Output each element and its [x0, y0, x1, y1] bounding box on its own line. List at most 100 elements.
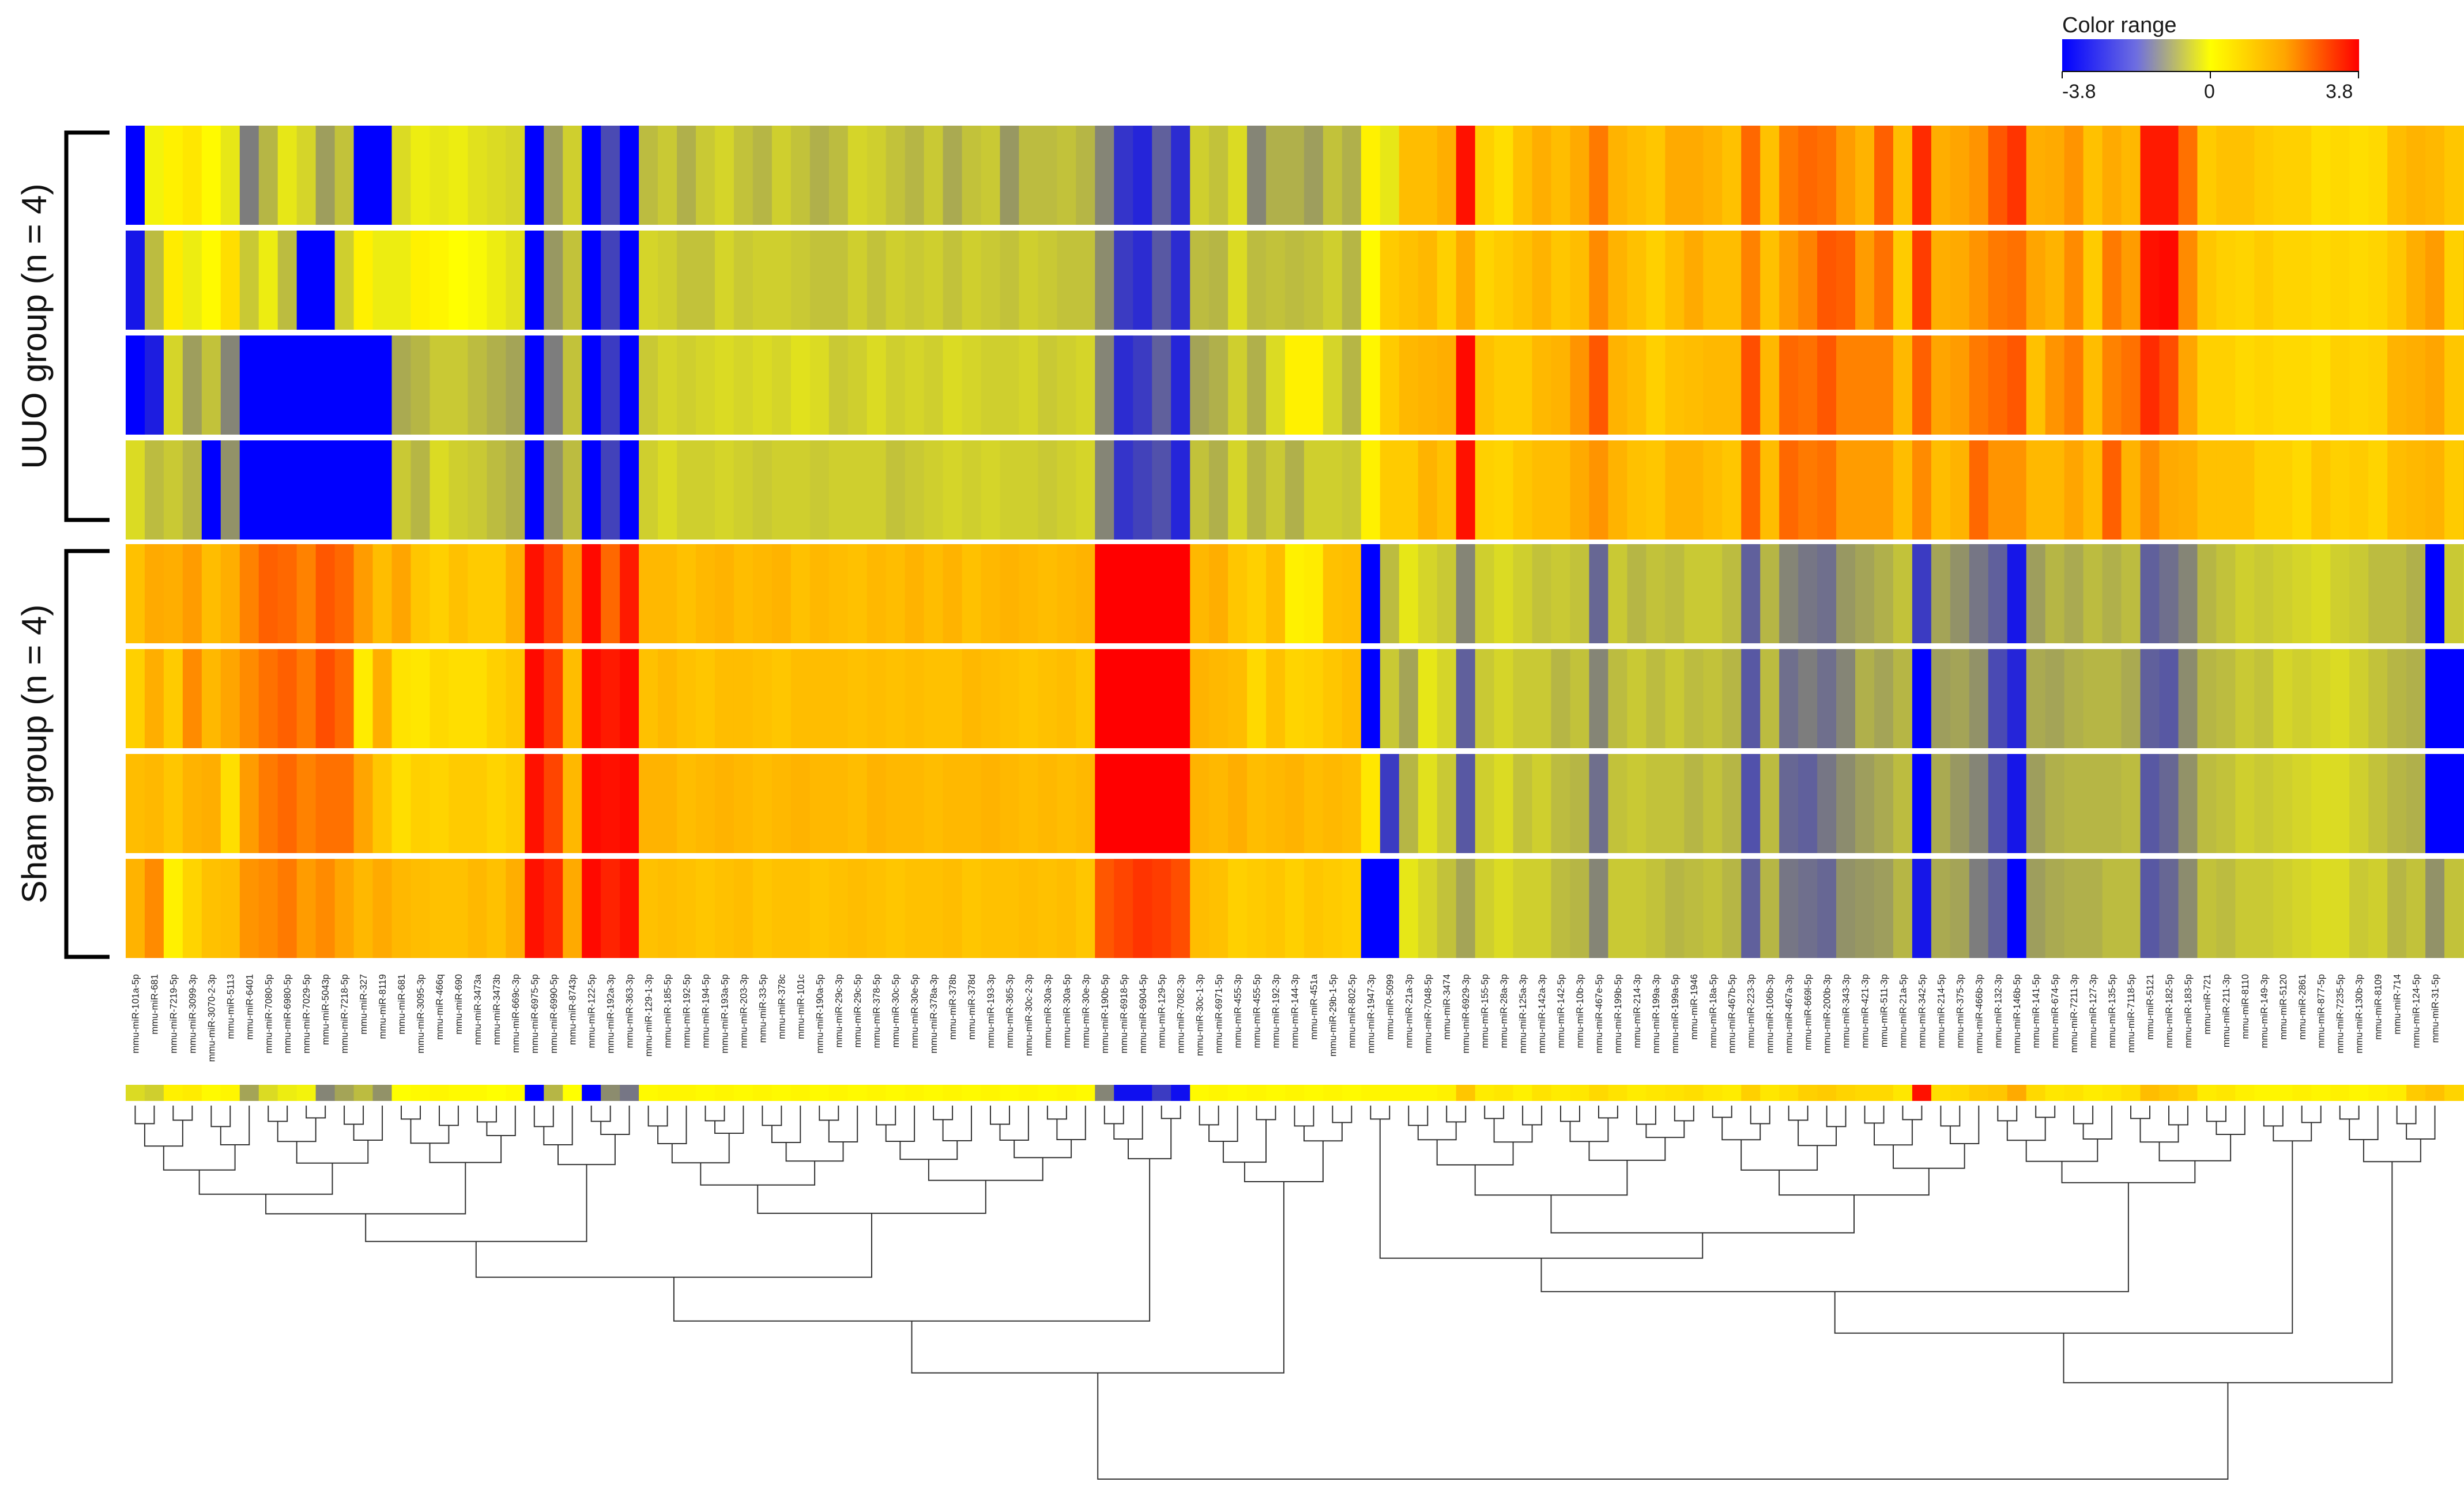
column-label: mmu-miR-125a-3p	[1518, 974, 1528, 1054]
column-label: mmu-miR-327	[359, 974, 369, 1035]
heatmap-cell	[866, 859, 887, 958]
heatmap-cell	[2159, 126, 2179, 225]
heatmap-cell	[2007, 126, 2027, 225]
column-label: mmu-miR-8109	[2373, 974, 2384, 1040]
heatmap-cell	[1570, 126, 1590, 225]
heatmap-cell	[2330, 544, 2350, 643]
annotation-cell	[1532, 1085, 1552, 1101]
heatmap-cell	[1303, 754, 1324, 853]
annotation-cell	[2425, 1085, 2445, 1101]
annotation-cell	[658, 1085, 677, 1101]
heatmap-cell	[1303, 649, 1324, 748]
dendrogram-link	[2073, 1106, 2094, 1125]
dendrogram-link	[172, 1106, 193, 1121]
heatmap-cell	[924, 544, 944, 643]
heatmap-cell	[239, 231, 259, 330]
heatmap-cell	[1456, 754, 1476, 853]
heatmap-cell	[696, 649, 715, 748]
heatmap-cell	[1038, 649, 1057, 748]
heatmap-cell	[1760, 649, 1780, 748]
heatmap-cell	[1836, 859, 1856, 958]
heatmap-cell	[1551, 859, 1571, 958]
heatmap-cell	[943, 544, 963, 643]
dendrogram-link	[1540, 1182, 2129, 1292]
heatmap-cell	[1760, 335, 1780, 435]
heatmap-cell	[2007, 231, 2027, 330]
heatmap-cell	[696, 859, 715, 958]
heatmap-cell	[2444, 649, 2464, 748]
heatmap-cell	[201, 440, 221, 540]
heatmap-cell	[639, 649, 658, 748]
dendrogram-link	[2406, 1106, 2436, 1140]
dendrogram-link	[1484, 1106, 1505, 1119]
heatmap-cell	[2444, 231, 2464, 330]
heatmap-cell	[2235, 440, 2255, 540]
heatmap-cell	[1171, 754, 1190, 853]
dendrogram-link	[700, 1161, 816, 1186]
heatmap-cell	[2064, 440, 2084, 540]
annotation-cell	[2273, 1085, 2293, 1101]
heatmap-cell	[828, 859, 849, 958]
heatmap-cell	[828, 440, 849, 540]
annotation-cell	[847, 1085, 868, 1101]
heatmap-cell	[1893, 335, 1913, 435]
column-label: mmu-miR-2861	[2297, 974, 2308, 1040]
heatmap-cell	[1133, 231, 1152, 330]
heatmap-cell	[449, 544, 469, 643]
heatmap-cell	[2406, 231, 2426, 330]
column-label: mmu-miR-122-5p	[587, 974, 597, 1048]
heatmap-cell	[1513, 649, 1533, 748]
heatmap-cell	[487, 859, 506, 958]
heatmap-cell	[429, 126, 450, 225]
heatmap-cell	[2216, 859, 2236, 958]
heatmap-cell	[1874, 335, 1894, 435]
heatmap-cell	[1988, 126, 2008, 225]
heatmap-cell	[1722, 126, 1742, 225]
heatmap-cell	[620, 126, 639, 225]
heatmap-cell	[886, 649, 906, 748]
column-label: mmu-miR-378d	[967, 974, 977, 1040]
heatmap-cell	[1817, 544, 1837, 643]
dendrogram-link	[1636, 1106, 1656, 1125]
column-label: mmu-miR-467a-3p	[1784, 974, 1795, 1054]
dendrogram-link	[134, 1106, 155, 1125]
heatmap-cell	[2292, 754, 2312, 853]
heatmap-cell	[2235, 231, 2255, 330]
heatmap-cell	[714, 649, 734, 748]
heatmap-cell	[1266, 649, 1286, 748]
heatmap-cell	[962, 335, 982, 435]
heatmap-cell	[1494, 649, 1514, 748]
heatmap-cell	[2083, 335, 2103, 435]
heatmap-cell	[1513, 859, 1533, 958]
heatmap-cell	[1266, 754, 1286, 853]
dendrogram-link	[1902, 1106, 1923, 1121]
heatmap-cell	[981, 335, 1001, 435]
heatmap-cell	[1570, 649, 1590, 748]
heatmap-cell	[981, 859, 1001, 958]
dendrogram-link	[439, 1106, 459, 1126]
heatmap-cell	[1057, 754, 1076, 853]
heatmap-cell	[1456, 335, 1476, 435]
heatmap-cell	[2387, 231, 2407, 330]
heatmap-cell	[1019, 859, 1039, 958]
dendrogram-link	[1332, 1106, 1352, 1123]
heatmap-cell	[866, 544, 887, 643]
heatmap-cell	[144, 126, 164, 225]
column-label: mmu-miR-30e-3p	[1081, 974, 1091, 1048]
dendrogram-link	[268, 1106, 288, 1122]
heatmap-cell	[2387, 335, 2407, 435]
column-label: mmu-miR-149-3p	[2259, 974, 2270, 1048]
heatmap-cell	[1741, 859, 1761, 958]
heatmap-cell	[1988, 231, 2008, 330]
heatmap-cell	[1323, 126, 1343, 225]
heatmap-cell	[981, 126, 1001, 225]
annotation-cell	[2197, 1085, 2217, 1101]
dendrogram-link	[933, 1106, 954, 1121]
heatmap-cell	[372, 754, 393, 853]
heatmap-cell	[1303, 440, 1324, 540]
heatmap-cell	[677, 859, 696, 958]
heatmap-cell	[1646, 859, 1666, 958]
heatmap-cell	[1380, 649, 1400, 748]
heatmap-cell	[1703, 649, 1723, 748]
heatmap-cell	[886, 440, 906, 540]
